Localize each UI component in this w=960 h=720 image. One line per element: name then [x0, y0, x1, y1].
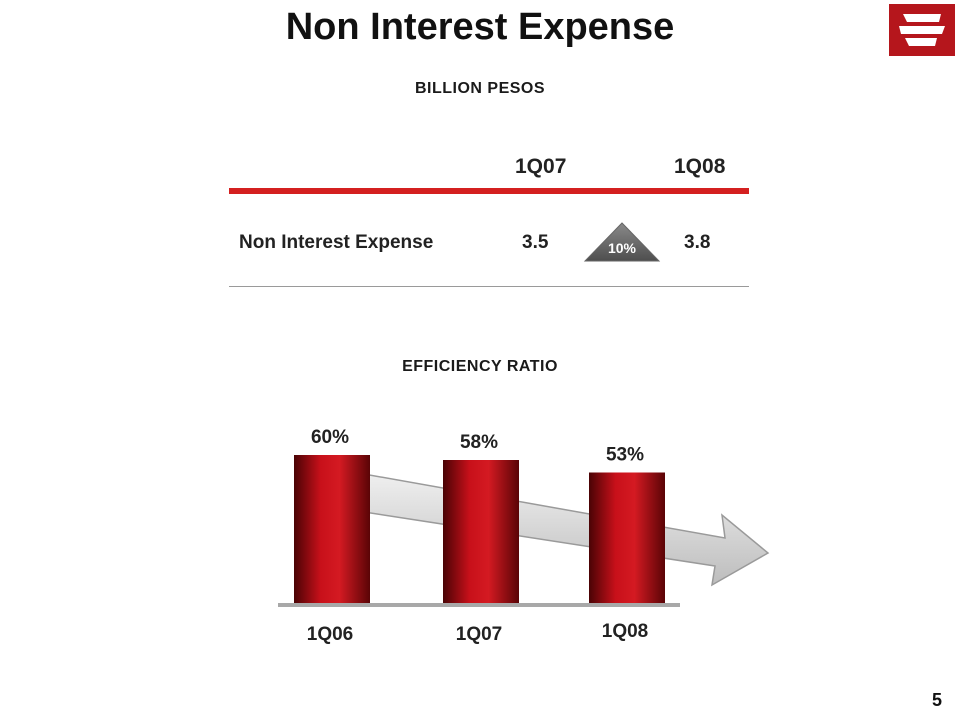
value-1q08: 3.8	[684, 232, 711, 253]
table-header-rule	[229, 188, 749, 194]
change-percent: 10%	[607, 240, 637, 256]
category-label-1q08: 1Q08	[602, 621, 648, 642]
bar-1q07	[443, 460, 519, 605]
units-label: BILLION PESOS	[414, 80, 546, 97]
change-up-triangle-icon	[583, 222, 661, 262]
data-label-1q08: 53%	[606, 445, 644, 466]
chart-title: EFFICIENCY RATIO	[402, 358, 558, 375]
data-label-1q07: 58%	[460, 432, 498, 453]
column-header-1q07: 1Q07	[515, 155, 567, 178]
bar-1q08	[589, 472, 665, 605]
category-label-1q06: 1Q06	[307, 624, 353, 645]
page-title: Non Interest Expense	[285, 6, 675, 48]
banorte-logo	[889, 4, 955, 56]
column-header-1q08: 1Q08	[674, 155, 726, 178]
bar-1q06	[294, 455, 370, 605]
row-label-non-interest-expense: Non Interest Expense	[239, 232, 434, 253]
data-label-1q06: 60%	[311, 427, 349, 448]
value-1q07: 3.5	[522, 232, 549, 253]
page-number: 5	[931, 690, 942, 710]
category-label-1q07: 1Q07	[456, 624, 502, 645]
trend-arrow-icon	[324, 467, 770, 587]
table-bottom-rule	[229, 286, 749, 287]
